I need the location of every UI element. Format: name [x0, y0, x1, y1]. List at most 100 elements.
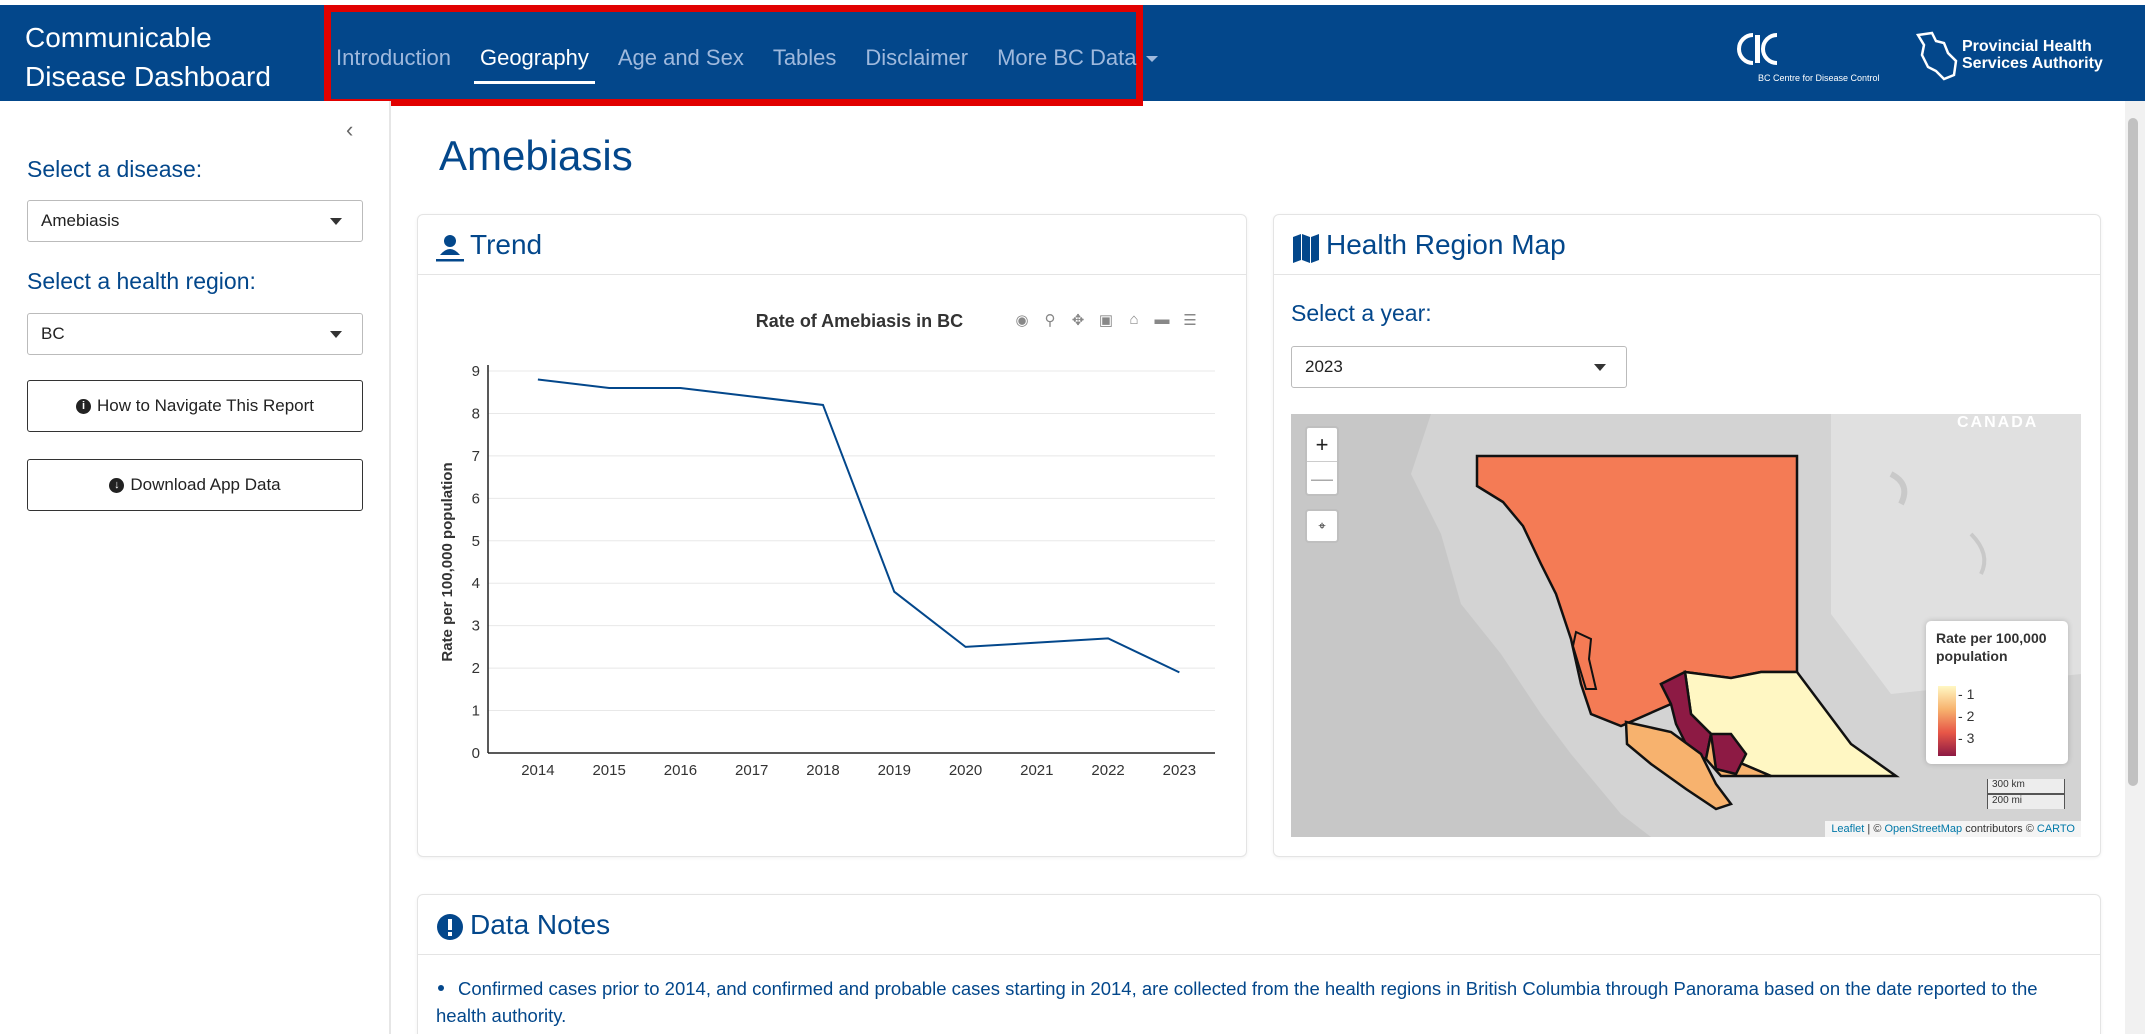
- y-tick-label: 6: [472, 490, 480, 507]
- legend-tick-2-label: 2: [1966, 708, 1975, 724]
- camera-icon[interactable]: ◉: [1015, 312, 1029, 329]
- data-point: [535, 376, 541, 382]
- bc-map-logo-icon: [1915, 31, 1958, 81]
- health-region-map[interactable]: CANADA + — ⌖ Rate per 100,000 population…: [1291, 414, 2081, 837]
- exclamation-icon: [437, 914, 463, 940]
- data-note-item: Confirmed cases prior to 2014, and confi…: [436, 975, 2076, 1029]
- series-line: [537, 378, 1180, 674]
- sidebar: ‹ Select a disease: Amebiasis Select a h…: [0, 101, 391, 1034]
- caret-down-icon: [1146, 56, 1159, 63]
- disease-select[interactable]: Amebiasis: [27, 200, 363, 242]
- year-select-value: 2023: [1305, 357, 1343, 376]
- brand-line-2: Disease Dashboard: [25, 61, 271, 92]
- region-select[interactable]: BC: [27, 313, 363, 355]
- x-tick-label: 2019: [878, 762, 911, 779]
- map-card-title: Health Region Map: [1326, 229, 1566, 260]
- region-select-label: Select a health region:: [27, 268, 256, 294]
- x-tick-label: 2023: [1163, 762, 1196, 779]
- legend-tick-1: - 1: [1958, 686, 1975, 702]
- trend-card-header: Trend: [418, 215, 1246, 275]
- map-attribution: Leaflet | © OpenStreetMap contributors ©…: [1825, 821, 2081, 837]
- y-tick-label: 1: [472, 703, 480, 720]
- trend-card: Trend ◉ ⚲ ✥ ▣ ⌂ ▬ ☰ Rate of Amebiasis in…: [417, 214, 1247, 857]
- zoom-out-button[interactable]: —: [1307, 461, 1337, 494]
- zoom-in-button[interactable]: +: [1315, 432, 1329, 457]
- map-zoom-control: + —: [1305, 426, 1339, 496]
- tab-tables[interactable]: Tables: [772, 45, 837, 70]
- how-to-navigate-button[interactable]: i How to Navigate This Report: [27, 380, 363, 432]
- collapse-sidebar-chevron-icon[interactable]: ‹: [346, 117, 354, 142]
- app-brand[interactable]: Communicable Disease Dashboard: [25, 18, 271, 96]
- data-point: [963, 644, 969, 650]
- tab-more-bc-data[interactable]: More BC Data: [997, 45, 1159, 71]
- disease-select-label: Select a disease:: [27, 156, 203, 182]
- x-tick-label: 2015: [592, 762, 625, 779]
- reset-view-icon[interactable]: ⌖: [1305, 509, 1339, 543]
- data-note-text: Confirmed cases prior to 2014, and confi…: [436, 978, 2038, 1026]
- phsa-line-2: Services Authority: [1962, 55, 2103, 72]
- phsa-name: Provincial Health Services Authority: [1962, 38, 2103, 72]
- map-card-header: Health Region Map: [1274, 215, 2100, 275]
- y-axis-label: Rate per 100,000 population: [439, 462, 456, 661]
- autoscale-icon[interactable]: ▣: [1098, 312, 1114, 329]
- data-notes-card: Data Notes Confirmed cases prior to 2014…: [417, 894, 2101, 1034]
- legend-color-ramp: [1938, 686, 1956, 756]
- download-app-data-label: Download App Data: [130, 475, 281, 494]
- scale-km: 300 km: [1987, 779, 2065, 794]
- data-point: [749, 393, 755, 399]
- year-select[interactable]: 2023: [1291, 346, 1627, 388]
- y-tick-label: 8: [472, 405, 480, 422]
- data-notes-header: Data Notes: [418, 895, 2100, 955]
- map-scale-bar: 300 km 200 mi: [1987, 779, 2065, 809]
- page-title: Amebiasis: [439, 132, 633, 179]
- canada-map-label: CANADA: [1957, 414, 2039, 431]
- x-tick-label: 2022: [1091, 762, 1124, 779]
- info-icon: i: [75, 398, 91, 414]
- compare-hover-icon[interactable]: ☰: [1183, 312, 1197, 329]
- leaflet-link[interactable]: Leaflet: [1831, 823, 1865, 835]
- tab-more-bc-data-label: More BC Data: [997, 45, 1137, 70]
- nav-highlight-box: [324, 5, 1143, 106]
- data-point: [891, 589, 897, 595]
- y-tick-label: 4: [472, 575, 480, 592]
- tab-age-and-sex[interactable]: Age and Sex: [617, 45, 744, 70]
- data-point: [1176, 669, 1182, 675]
- x-tick-label: 2017: [735, 762, 768, 779]
- data-point: [606, 385, 612, 391]
- home-icon[interactable]: ⌂: [1129, 311, 1139, 328]
- top-navbar: Communicable Disease Dashboard Introduct…: [0, 0, 2145, 106]
- map-icon: [1293, 234, 1319, 263]
- disease-select-value: Amebiasis: [41, 211, 120, 230]
- bccdc-logo-mark-icon: [1737, 33, 1778, 65]
- trend-line-chart: Rate of Amebiasis in BC 0 1 2 3 4 5 6 7 8 9 2014 201…: [439, 311, 1215, 779]
- y-tick-label: 5: [472, 533, 480, 550]
- y-tick-label: 2: [472, 660, 480, 677]
- bccdc-caption: BC Centre for Disease Control: [1758, 73, 1880, 83]
- spike-lines-icon[interactable]: ▬: [1154, 311, 1170, 328]
- bullet-icon: [438, 985, 444, 991]
- openstreetmap-link[interactable]: OpenStreetMap: [1884, 823, 1963, 835]
- carto-link[interactable]: CARTO: [2036, 823, 2075, 835]
- download-icon: ↓: [109, 477, 125, 493]
- data-point: [1034, 640, 1040, 646]
- tab-geography[interactable]: Geography: [473, 45, 595, 84]
- tab-introduction[interactable]: Introduction: [336, 45, 451, 70]
- download-app-data-button[interactable]: ↓ Download App Data: [27, 459, 363, 511]
- legend-tick-3: - 3: [1958, 730, 1975, 746]
- phsa-line-1: Provincial Health: [1962, 38, 2092, 55]
- x-tick-label: 2021: [1020, 762, 1053, 779]
- y-tick-label: 0: [472, 745, 480, 762]
- nav-tabs: Introduction Geography Age and Sex Table…: [336, 45, 1187, 84]
- plot-toolbar: ◉ ⚲ ✥ ▣ ⌂ ▬ ☰: [1013, 311, 1199, 329]
- legend-tick-2: - 2: [1958, 708, 1975, 724]
- x-tick-label: 2014: [521, 762, 554, 779]
- chevron-down-icon: [330, 331, 342, 338]
- x-tick-label: 2020: [949, 762, 982, 779]
- region-fraser-core: [1709, 732, 1748, 776]
- pan-icon[interactable]: ✥: [1071, 312, 1085, 329]
- page-scrollbar-thumb[interactable]: [2128, 118, 2138, 786]
- y-tick-label: 3: [472, 618, 480, 635]
- tab-disclaimer[interactable]: Disclaimer: [865, 45, 969, 70]
- x-tick-label: 2016: [664, 762, 697, 779]
- zoom-icon[interactable]: ⚲: [1044, 312, 1056, 329]
